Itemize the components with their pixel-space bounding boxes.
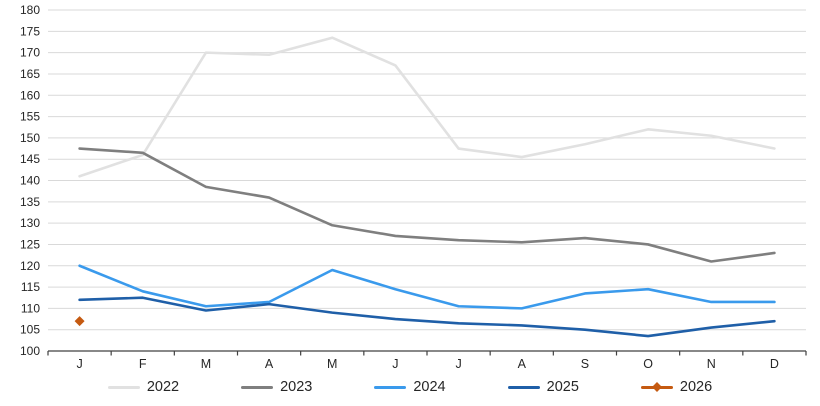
y-axis-label: 170	[20, 46, 40, 60]
y-axis-labels: 100 105 110 115 120 125 130 135 140 145 150 155 160 1…	[20, 3, 40, 358]
legend-label-2025: 2025	[546, 378, 579, 395]
y-axis-label: 140	[20, 174, 40, 188]
legend-swatch-2024	[374, 385, 407, 389]
y-axis-label: 160	[20, 88, 40, 102]
series-line-2023	[78, 147, 776, 263]
legend-swatch-2026	[640, 382, 673, 392]
legend-swatch-2025	[507, 385, 540, 389]
chart-plot-area: 100 105 110 115 120 125 130 135 140 145 150 155 160 1…	[20, 3, 807, 371]
y-axis-label: 155	[20, 110, 40, 124]
legend-swatch-2023	[241, 385, 274, 389]
y-axis-label: 110	[21, 301, 40, 315]
x-axis-label: O	[643, 357, 653, 371]
y-axis-label: 105	[20, 323, 40, 337]
legend-item-2023: 2023	[241, 380, 312, 395]
legend-swatch-2022	[107, 385, 140, 389]
chart-legend: 2022 2023 2024 2025 2026	[0, 372, 820, 402]
legend-label-2026: 2026	[679, 378, 713, 395]
gridlines	[48, 9, 806, 331]
y-axis-label: 180	[20, 3, 40, 17]
legend-item-2025: 2025	[507, 378, 579, 395]
x-axis-label: A	[265, 357, 274, 371]
series-line-2022	[78, 36, 776, 178]
y-axis-label: 120	[20, 259, 40, 273]
series-line-2024	[78, 264, 776, 310]
legend-item-2022: 2022	[107, 378, 180, 395]
y-axis-label: 150	[20, 131, 40, 145]
series-line-2025	[78, 296, 776, 338]
legend-item-2026: 2026	[640, 378, 713, 395]
legend-marker-diamond-2026	[651, 382, 662, 392]
y-axis-label: 125	[20, 237, 40, 251]
x-axis-label: D	[770, 357, 779, 371]
y-axis-label: 145	[20, 152, 40, 166]
x-axis-label: M	[327, 357, 337, 371]
y-axis-label: 115	[21, 280, 40, 294]
x-axis-label: A	[518, 357, 527, 371]
y-axis-label: 100	[20, 344, 40, 358]
y-axis-label: 175	[20, 24, 40, 38]
series-marker-2026	[74, 316, 85, 327]
x-axis-label: J	[76, 357, 82, 371]
y-axis-label: 130	[20, 216, 40, 230]
x-axis-label: F	[139, 357, 147, 371]
x-axis-label: M	[201, 357, 211, 371]
x-axis-label: N	[707, 357, 716, 371]
legend-label-2024: 2024	[413, 378, 446, 395]
y-axis-label: 135	[20, 195, 40, 209]
legend-item-2024: 2024	[374, 378, 446, 395]
legend-label-2023: 2023	[280, 378, 313, 395]
y-axis-label: 165	[20, 67, 40, 81]
x-axis-label: J	[392, 357, 398, 371]
x-axis	[47, 350, 807, 356]
x-axis-label: J	[455, 357, 461, 371]
x-axis-label: S	[581, 357, 589, 371]
legend-label-2022: 2022	[146, 378, 180, 395]
